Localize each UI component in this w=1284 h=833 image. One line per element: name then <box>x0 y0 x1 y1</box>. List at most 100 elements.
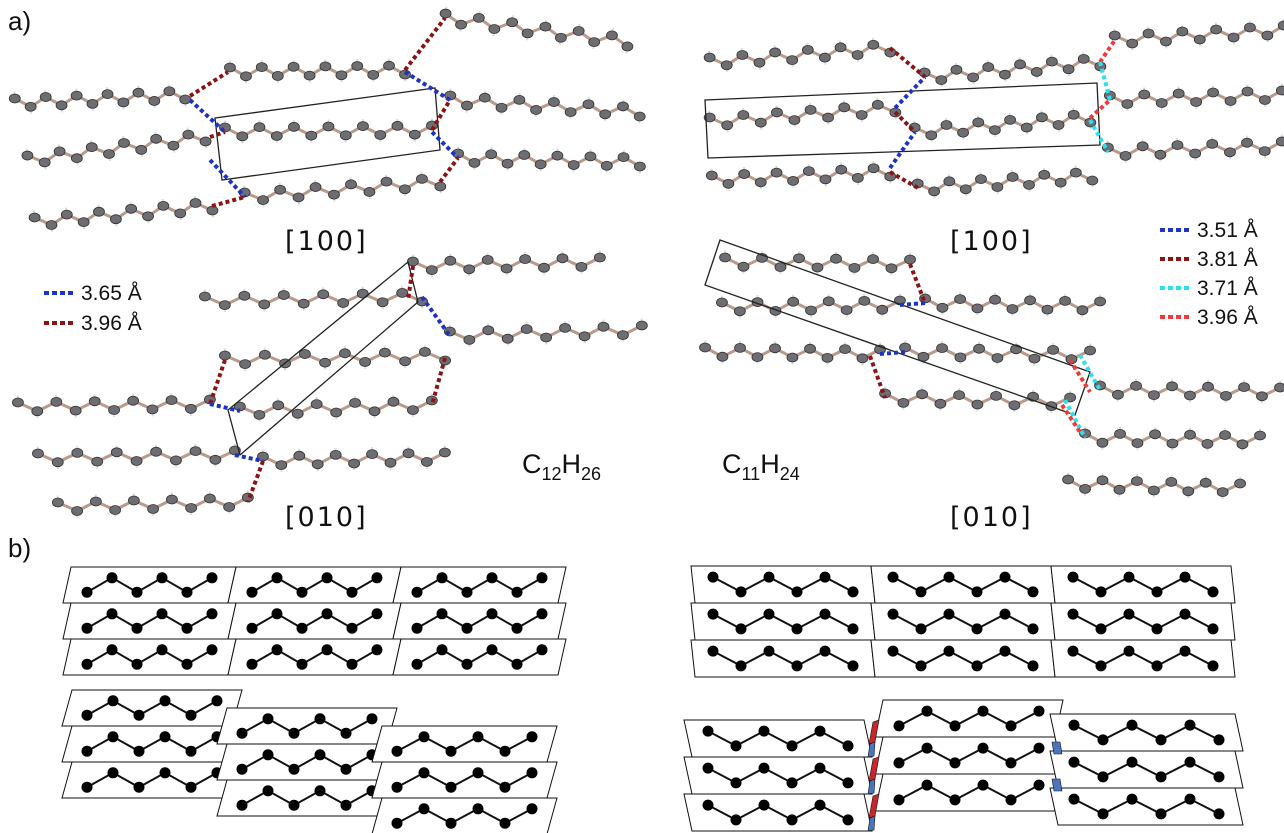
carbon-atom <box>751 352 764 362</box>
carbon-atom <box>270 131 283 141</box>
carbon-atom <box>1006 172 1019 182</box>
carbon-atom <box>51 457 64 468</box>
molecule-box <box>227 638 402 676</box>
atom <box>707 571 719 583</box>
carbon-atom <box>811 262 824 273</box>
carbon-atom <box>989 294 1001 305</box>
carbon-atom <box>954 294 966 305</box>
atom <box>1155 771 1167 783</box>
molecule-box <box>61 689 243 727</box>
atom <box>971 660 983 672</box>
contact-line <box>406 265 415 301</box>
carbon-atom <box>1261 30 1274 41</box>
carbon-atom <box>253 122 266 133</box>
atom <box>321 608 333 620</box>
alkane-chain <box>919 291 1106 318</box>
atom <box>949 720 961 732</box>
carbon-atom <box>867 39 880 50</box>
atom <box>1067 571 1079 583</box>
carbon-atom <box>899 342 911 353</box>
alkane-chain <box>8 84 192 114</box>
contact-line <box>403 16 447 72</box>
carbon-atom <box>291 408 304 419</box>
atom <box>411 586 423 598</box>
alkane-chain <box>699 340 886 366</box>
carbon-atom <box>539 21 552 32</box>
carbon-atom <box>1076 305 1089 316</box>
atom <box>1033 742 1045 754</box>
atom <box>159 695 171 707</box>
atom <box>156 644 168 656</box>
carbon-atom <box>255 62 268 73</box>
carbon-atom <box>519 254 532 265</box>
carbon-atom <box>597 321 610 332</box>
atom <box>1005 794 1017 806</box>
legend-label: 3.71 Å <box>1197 277 1258 300</box>
carbon-atom <box>219 350 231 361</box>
molecule-box <box>371 797 558 833</box>
contact-line <box>208 359 227 405</box>
atom <box>81 709 93 721</box>
carbon-atom <box>1069 167 1082 178</box>
atom <box>1126 719 1138 731</box>
atom <box>445 745 457 757</box>
unit-cell <box>214 87 441 181</box>
carbon-atom <box>419 346 431 357</box>
carbon-atom <box>787 175 800 186</box>
carbon-atom <box>1028 353 1041 364</box>
contact-line <box>430 98 452 132</box>
molecule-box <box>1049 787 1244 826</box>
carbon-atom <box>621 41 634 52</box>
formula-part: 26 <box>581 464 601 484</box>
carbon-bond <box>444 12 629 48</box>
atom <box>1213 734 1225 746</box>
carbon-atom <box>420 456 433 467</box>
carbon-atom <box>736 50 749 60</box>
molecule-box <box>690 602 876 641</box>
carbon-atom <box>1176 26 1189 37</box>
carbon-atom <box>199 291 211 302</box>
carbon-atom <box>788 115 801 126</box>
atom <box>461 622 473 634</box>
carbon-atom <box>1067 109 1080 120</box>
panel-label: b) <box>8 533 31 563</box>
carbon-atom <box>310 399 323 410</box>
atom <box>702 725 714 737</box>
carbon-atom <box>439 447 451 458</box>
carbon-atom <box>60 209 73 220</box>
carbon-atom <box>238 290 251 301</box>
contact-line <box>888 130 917 170</box>
carbon-atom <box>1206 139 1219 149</box>
atom <box>893 720 905 732</box>
atom <box>366 713 378 725</box>
carbon-atom <box>754 177 767 188</box>
atom <box>1184 756 1196 768</box>
atom <box>1097 771 1109 783</box>
carbon-atom <box>885 263 898 274</box>
carbon-atom <box>967 72 980 83</box>
contact-line <box>208 158 247 199</box>
atom <box>486 572 498 584</box>
carbon-atom <box>838 102 851 113</box>
carbon-atom <box>1166 381 1178 392</box>
atom <box>288 763 300 775</box>
carbon-atom <box>834 42 847 53</box>
carbon-atom <box>328 189 340 200</box>
molecule-box <box>216 707 398 745</box>
atom <box>418 731 430 743</box>
contact-line <box>908 263 927 304</box>
carbon-atom <box>165 494 178 505</box>
atom <box>786 740 798 752</box>
unit-cell <box>227 260 419 457</box>
carbon-atom <box>722 178 735 189</box>
atom <box>977 779 989 791</box>
atom <box>81 658 93 670</box>
carbon-atom <box>482 325 495 336</box>
carbon-atom <box>972 117 985 128</box>
alkane-chain <box>1101 134 1284 163</box>
carbon-atom <box>802 166 815 177</box>
carbon-atom <box>348 458 360 469</box>
atom <box>949 757 961 769</box>
atom <box>730 814 742 826</box>
atom <box>943 645 955 657</box>
